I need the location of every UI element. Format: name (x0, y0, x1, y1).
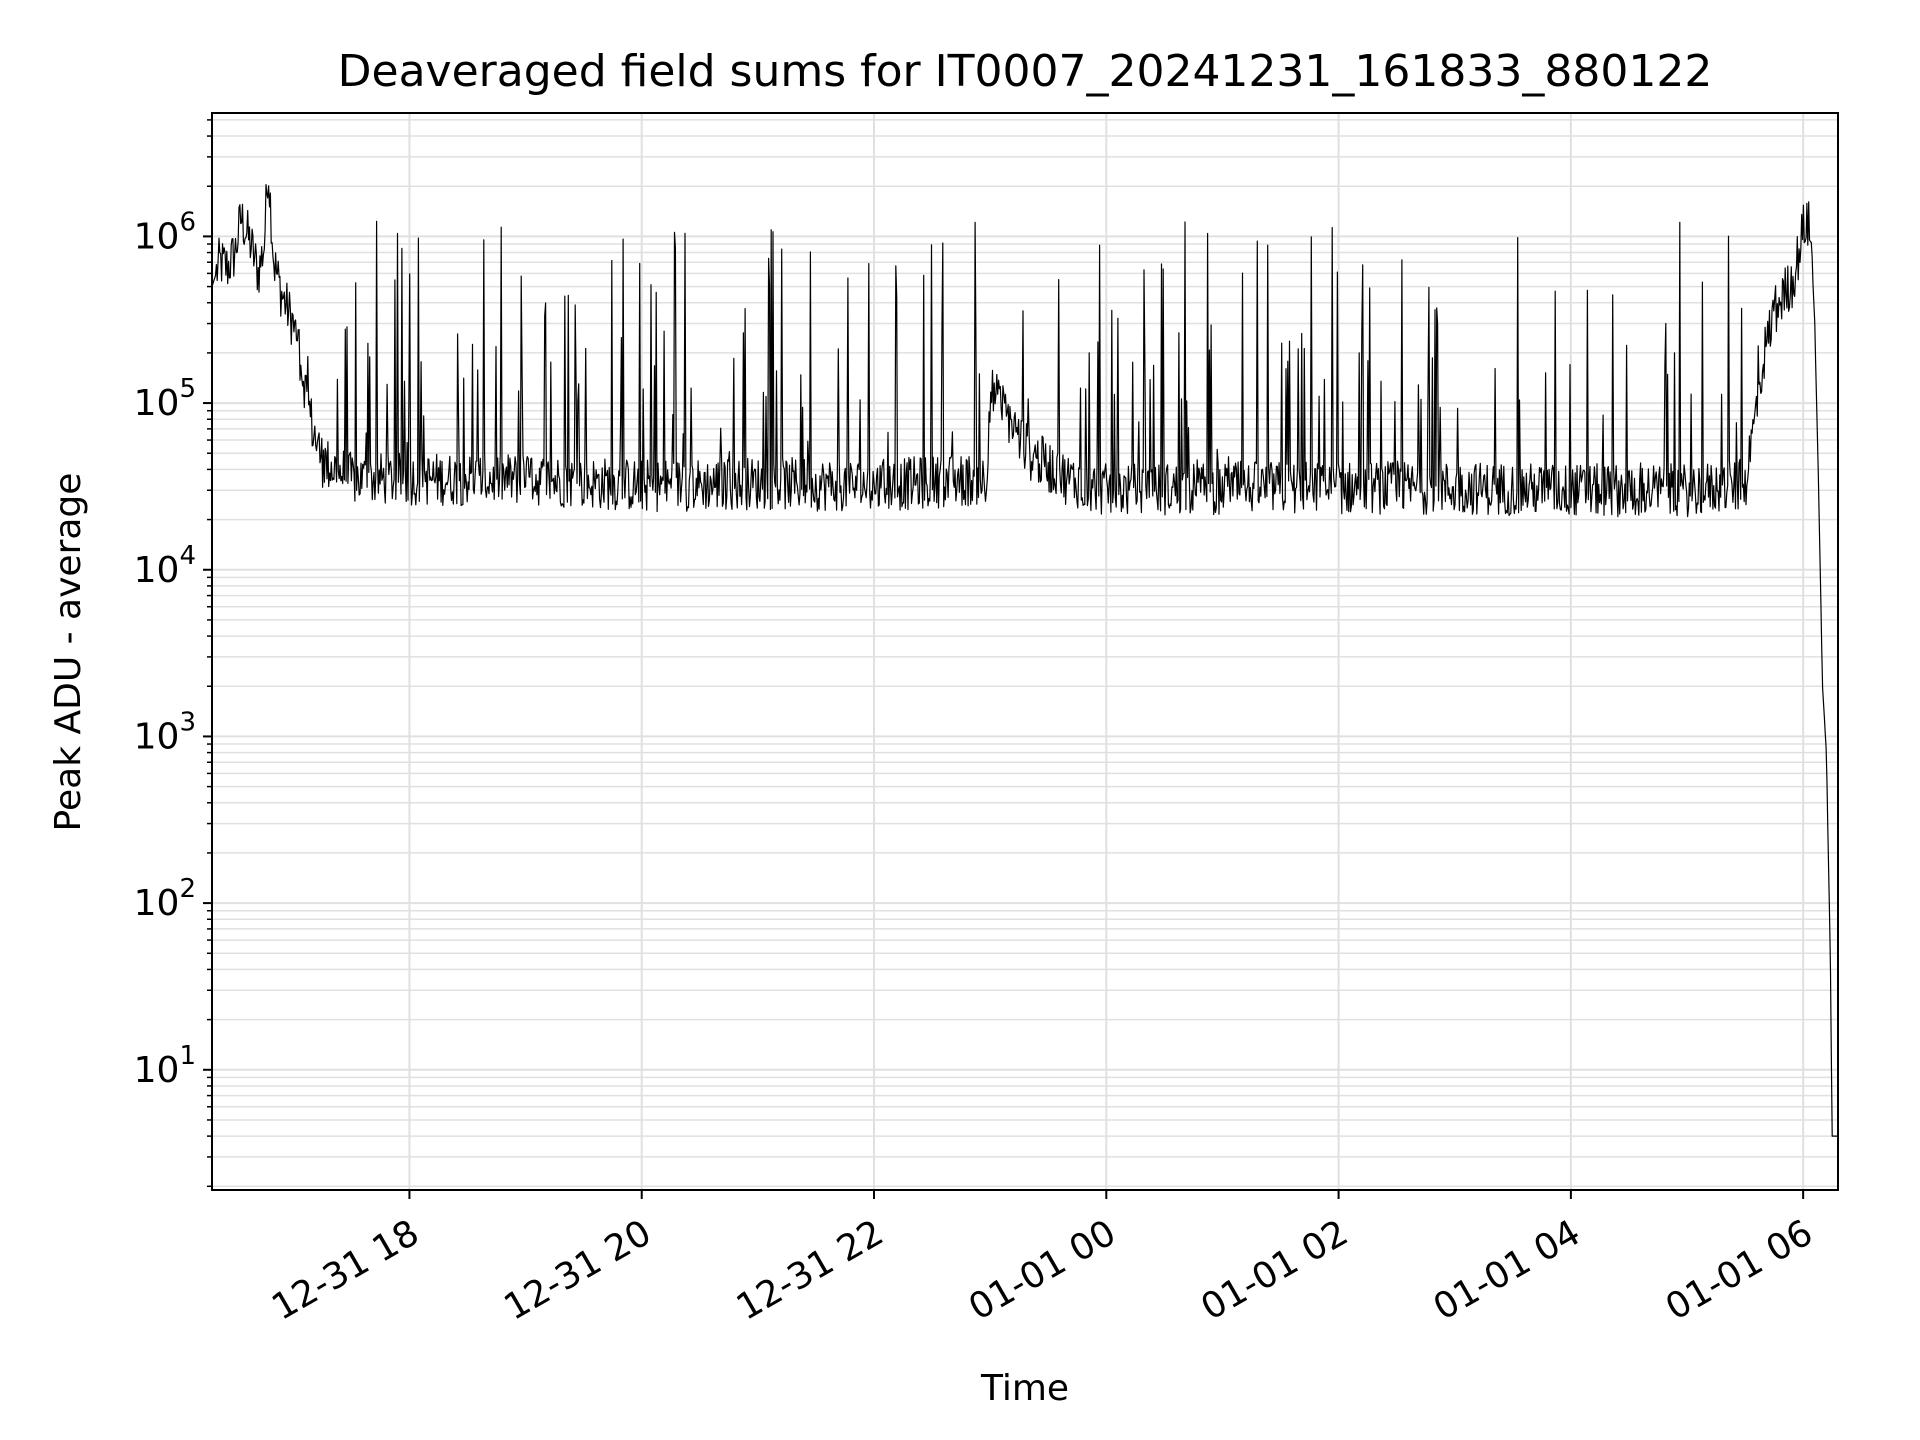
x-tick-label: 01-01 00 (962, 1212, 1123, 1328)
x-tick-label: 01-01 02 (1194, 1212, 1355, 1328)
x-tick-label: 01-01 06 (1659, 1212, 1820, 1328)
y-tick-label: 105 (134, 374, 196, 424)
x-tick-label: 01-01 04 (1427, 1212, 1588, 1328)
minor-grid (212, 119, 1838, 1188)
y-axis: 101 102 103 104 105 106 (134, 119, 212, 1188)
y-tick-label: 106 (134, 207, 196, 257)
y-tick-label: 102 (134, 874, 196, 924)
series-line (211, 184, 1838, 1137)
y-axis-label: Peak ADU - average (48, 473, 89, 832)
x-tick-label: 12-31 20 (498, 1212, 659, 1328)
x-axis: 12-31 18 12-31 20 12-31 22 01-01 00 01-01 02… (265, 1190, 1820, 1329)
plot-frame (211, 112, 1839, 1191)
x-tick-label: 12-31 22 (730, 1212, 891, 1328)
chart-title: Deaveraged field sums for IT0007_2024123… (338, 46, 1713, 97)
series-layer (211, 184, 1838, 1137)
plot-background (212, 113, 1838, 1190)
x-axis-label: Time (980, 1368, 1069, 1409)
y-tick-label: 103 (134, 707, 196, 757)
y-tick-label: 104 (134, 541, 196, 591)
x-tick-label: 12-31 18 (265, 1212, 426, 1328)
y-tick-label: 101 (134, 1041, 196, 1091)
